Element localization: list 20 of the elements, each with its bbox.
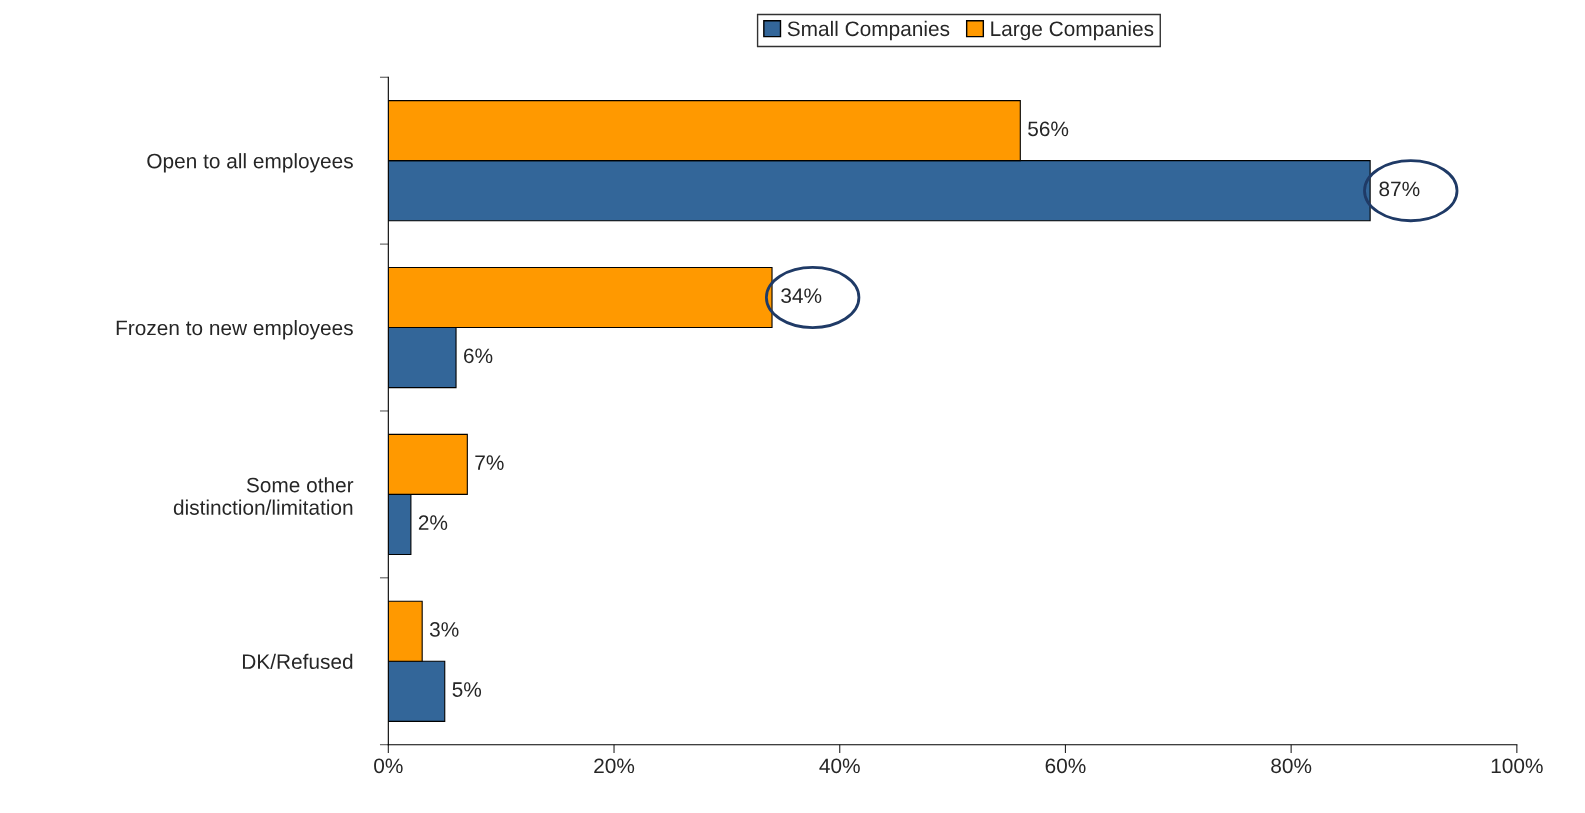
- data-label: 5%: [452, 682, 482, 697]
- data-label: 7%: [475, 455, 504, 470]
- x-tick-label: 80%: [1271, 758, 1312, 774]
- y-tick-label: DK/Refused: [242, 653, 353, 670]
- y-tick-label: Open to all employees: [147, 153, 353, 173]
- data-label: 3%: [429, 622, 459, 637]
- annotation: 87%: [1379, 181, 1420, 197]
- legend-label: Small Companies: [787, 20, 950, 41]
- legend-label: Large Companies: [991, 20, 1154, 41]
- x-tick-label: 100%: [1491, 758, 1543, 774]
- x-tick-label: 40%: [819, 758, 860, 774]
- annotation: 34%: [781, 288, 822, 304]
- y-tick-label: Frozen to new employees: [116, 319, 353, 340]
- x-tick-label: 0%: [374, 758, 403, 774]
- data-label: 56%: [1028, 121, 1069, 137]
- x-tick-label: 20%: [594, 758, 635, 774]
- x-tick-label: 60%: [1045, 758, 1086, 774]
- data-label: 2%: [418, 515, 448, 530]
- data-label: 6%: [464, 348, 493, 364]
- y-tick-label: Some other distinction/limitation: [173, 477, 354, 515]
